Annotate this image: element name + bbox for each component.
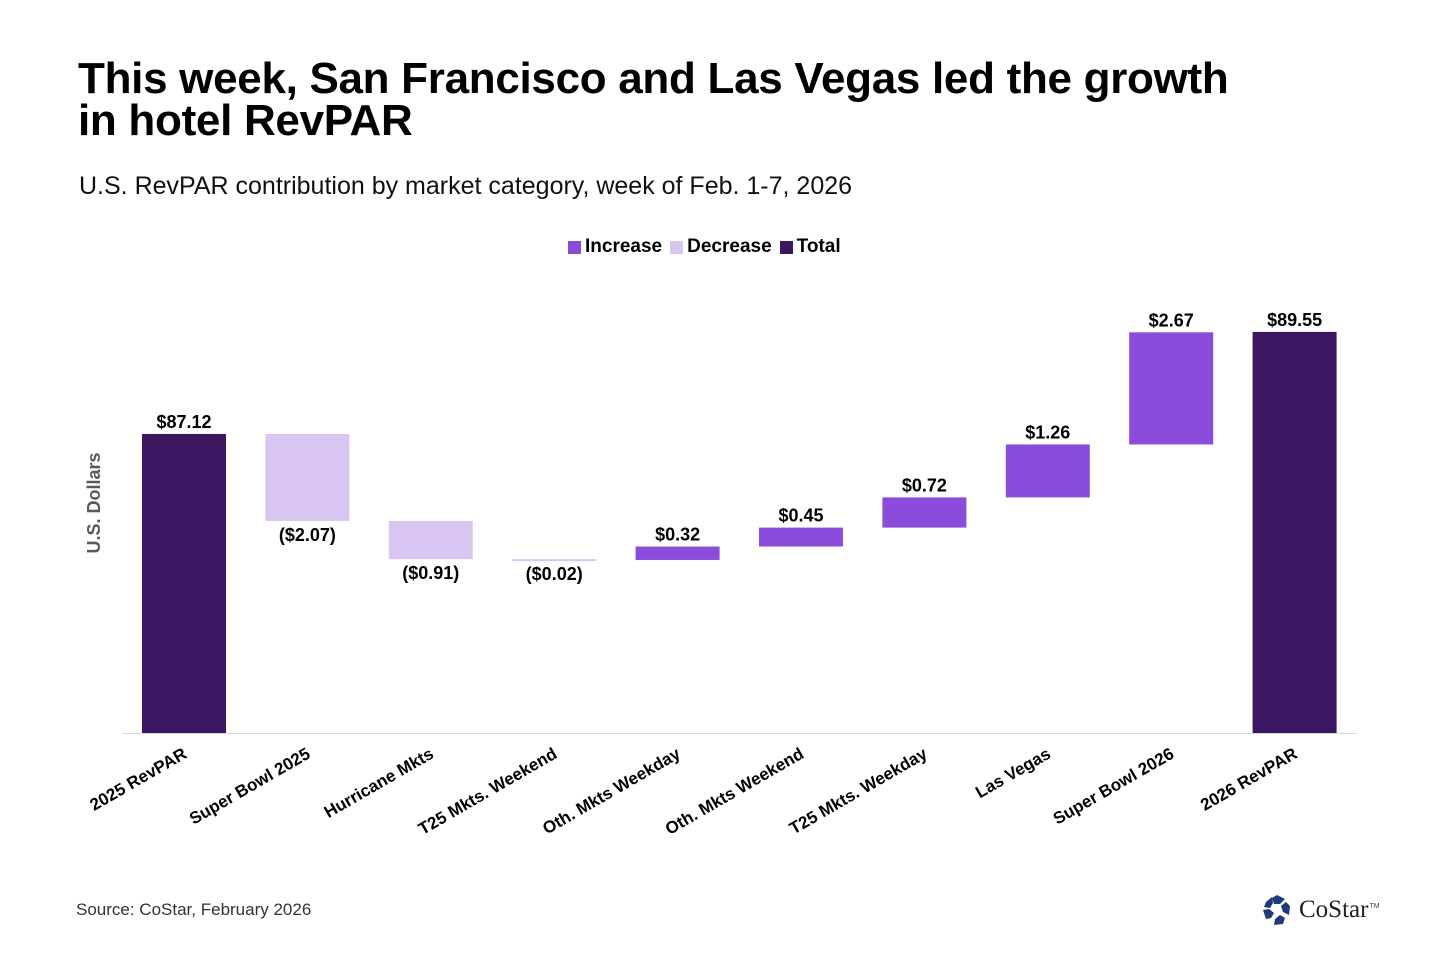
bar-increase bbox=[1129, 332, 1214, 445]
category-tick-label: T25 Mkts. Weekday bbox=[786, 744, 931, 839]
chart-subtitle: U.S. RevPAR contribution by market categ… bbox=[79, 172, 853, 200]
bar-total bbox=[142, 433, 226, 733]
chart-title: This week, San Francisco and Las Vegas l… bbox=[78, 54, 1229, 145]
data-label: $89.55 bbox=[1267, 310, 1322, 330]
bar-total bbox=[1252, 331, 1337, 733]
legend-decrease: Decrease bbox=[670, 236, 772, 258]
legend-label: Increase bbox=[585, 236, 663, 257]
data-label: $0.72 bbox=[902, 475, 947, 495]
bar-increase bbox=[1005, 444, 1090, 498]
trademark-mark: TM bbox=[1369, 902, 1380, 910]
source-note: Source: CoStar, February 2026 bbox=[76, 900, 312, 919]
data-label: $0.32 bbox=[655, 525, 700, 545]
category-tick-label: Oth. Mkts Weekend bbox=[662, 744, 807, 839]
category-tick-label: Super Bowl 2026 bbox=[1050, 744, 1177, 828]
data-label: $1.26 bbox=[1025, 422, 1070, 442]
logo-text: CoStar bbox=[1299, 896, 1369, 923]
bar-decrease bbox=[265, 433, 350, 521]
bar-increase bbox=[882, 497, 967, 528]
costar-star-icon bbox=[1263, 895, 1290, 925]
data-label: ($0.91) bbox=[402, 563, 459, 583]
category-tick-label: Super Bowl 2025 bbox=[186, 744, 313, 828]
data-label: ($0.02) bbox=[526, 564, 583, 584]
category-tick-label: 2025 RevPAR bbox=[87, 744, 190, 815]
data-label: ($2.07) bbox=[279, 525, 336, 545]
legend-swatch-increase bbox=[568, 240, 581, 254]
category-tick-label: Hurricane Mkts bbox=[321, 744, 437, 822]
data-label: $0.45 bbox=[778, 506, 823, 526]
category-tick-label: 2026 RevPAR bbox=[1197, 744, 1300, 815]
bar-increase bbox=[635, 546, 720, 560]
legend-swatch-decrease bbox=[670, 240, 684, 254]
bar-decrease bbox=[512, 559, 597, 562]
legend: Increase Decrease Total bbox=[568, 236, 841, 258]
category-tick-label: T25 Mkts. Weekend bbox=[415, 744, 560, 839]
category-tick-label: Las Vegas bbox=[972, 744, 1054, 802]
data-label: $87.12 bbox=[156, 412, 211, 432]
y-axis-label: U.S. Dollars bbox=[84, 452, 104, 553]
legend-swatch-total bbox=[779, 240, 793, 254]
legend-total: Total bbox=[779, 236, 841, 258]
data-label: $2.67 bbox=[1149, 310, 1194, 330]
legend-increase: Increase bbox=[568, 236, 662, 258]
bar-decrease bbox=[388, 520, 473, 560]
legend-label: Total bbox=[796, 236, 841, 257]
legend-label: Decrease bbox=[687, 236, 772, 257]
bar-increase bbox=[759, 527, 843, 547]
costar-logo: CoStar TM bbox=[1261, 894, 1380, 926]
